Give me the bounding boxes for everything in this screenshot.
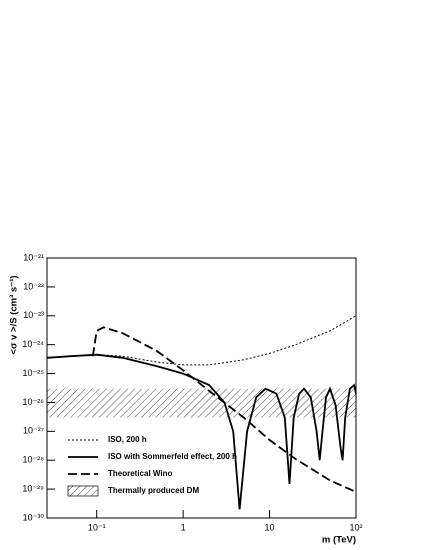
y-tick-label: 10⁻²⁷ <box>23 426 44 436</box>
legend-label: ISO with Sommerfeld effect, 200 h <box>108 452 237 461</box>
legend-label: Thermally produced DM <box>108 486 199 495</box>
series-line <box>46 315 357 366</box>
y-tick-label: 10⁻²⁹ <box>22 483 44 493</box>
plot-frame <box>46 257 357 519</box>
y-tick-label: 10⁻²⁴ <box>22 339 44 349</box>
y-tick-label: 10⁻²³ <box>23 310 44 320</box>
legend-label: ISO, 200 h <box>108 435 147 444</box>
series-line <box>91 326 357 493</box>
x-tick-label: 10⁻¹ <box>88 522 106 532</box>
legend-swatch <box>67 485 99 497</box>
y-tick-label: 10⁻²⁵ <box>23 368 45 378</box>
legend-label: Theoretical Wino <box>108 469 172 478</box>
x-axis-label: m (TeV) <box>322 535 356 546</box>
x-tick-label: 10² <box>349 522 362 532</box>
y-tick-label: 10⁻²⁸ <box>22 455 44 465</box>
y-tick-label: 10⁻²¹ <box>23 252 44 262</box>
y-axis-label: <σ v >/S (cm³ s⁻¹) <box>9 275 20 354</box>
x-tick-label: 1 <box>181 522 186 532</box>
band <box>47 388 356 418</box>
y-tick-label: 10⁻²⁶ <box>23 397 45 407</box>
x-tick-label: 10 <box>265 522 275 532</box>
y-tick-label: 10⁻³⁰ <box>23 512 45 522</box>
y-tick-label: 10⁻²² <box>23 281 44 291</box>
series-line <box>46 353 357 510</box>
